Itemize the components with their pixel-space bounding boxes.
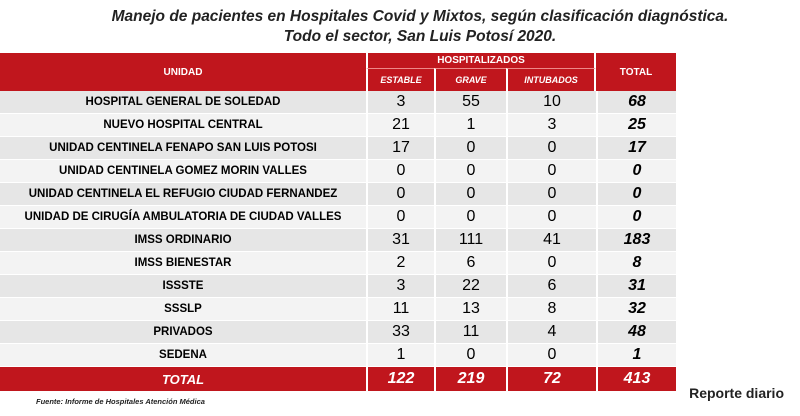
cell-estable: 31 — [366, 229, 434, 252]
source-note: Fuente: Informe de Hospitales Atención M… — [36, 397, 205, 406]
cell-grave: 13 — [434, 298, 506, 321]
table-row: SSSLP 11 13 8 32 — [0, 298, 676, 321]
header-estable: ESTABLE — [366, 68, 434, 91]
cell-estable: 21 — [366, 114, 434, 137]
table-body: HOSPITAL GENERAL DE SOLEDAD 3 55 10 68 NUEVO … — [0, 91, 676, 367]
cell-unidad: IMSS ORDINARIO — [0, 229, 366, 252]
cell-total: 8 — [596, 252, 676, 275]
cell-grave: 22 — [434, 275, 506, 298]
table-row: UNIDAD CENTINELA FENAPO SAN LUIS POTOSI 1… — [0, 137, 676, 160]
cell-grave: 1 — [434, 114, 506, 137]
cell-estable: 3 — [366, 275, 434, 298]
cell-estable: 0 — [366, 183, 434, 206]
cell-grave: 0 — [434, 206, 506, 229]
cell-estable: 0 — [366, 160, 434, 183]
total-estable: 122 — [366, 367, 434, 391]
cell-estable: 0 — [366, 206, 434, 229]
header-unidad: UNIDAD — [0, 53, 366, 91]
cell-total: 68 — [596, 91, 676, 114]
cell-unidad: ISSSTE — [0, 275, 366, 298]
cell-intubados: 4 — [506, 321, 596, 344]
title-line-2: Todo el sector, San Luis Potosí 2020. — [283, 28, 557, 45]
cell-total: 32 — [596, 298, 676, 321]
cell-grave: 6 — [434, 252, 506, 275]
total-label: TOTAL — [0, 367, 366, 391]
cell-intubados: 41 — [506, 229, 596, 252]
cell-intubados: 0 — [506, 252, 596, 275]
cell-grave: 0 — [434, 137, 506, 160]
cell-estable: 11 — [366, 298, 434, 321]
cell-total: 0 — [596, 206, 676, 229]
total-total: 413 — [596, 367, 676, 391]
table-row: UNIDAD CENTINELA EL REFUGIO CIUDAD FERNA… — [0, 183, 676, 206]
cell-unidad: PRIVADOS — [0, 321, 366, 344]
table-row: HOSPITAL GENERAL DE SOLEDAD 3 55 10 68 — [0, 91, 676, 114]
header-total: TOTAL — [596, 53, 676, 91]
header-intubados: INTUBADOS — [506, 68, 596, 91]
cell-unidad: SEDENA — [0, 344, 366, 367]
cell-grave: 55 — [434, 91, 506, 114]
total-row: TOTAL 122 219 72 413 — [0, 367, 676, 391]
total-intubados: 72 — [506, 367, 596, 391]
cell-total: 25 — [596, 114, 676, 137]
cell-estable: 3 — [366, 91, 434, 114]
table-row: UNIDAD CENTINELA GOMEZ MORIN VALLES 0 0 0 0 — [0, 160, 676, 183]
cell-total: 48 — [596, 321, 676, 344]
cell-grave: 0 — [434, 160, 506, 183]
cell-estable: 17 — [366, 137, 434, 160]
cell-estable: 2 — [366, 252, 434, 275]
cell-intubados: 10 — [506, 91, 596, 114]
cell-total: 0 — [596, 183, 676, 206]
cell-intubados: 0 — [506, 344, 596, 367]
table-row: PRIVADOS 33 11 4 48 — [0, 321, 676, 344]
table-row: IMSS ORDINARIO 31 111 41 183 — [0, 229, 676, 252]
cell-intubados: 0 — [506, 206, 596, 229]
cell-intubados: 6 — [506, 275, 596, 298]
report-label: Reporte diario — [689, 385, 784, 401]
cell-unidad: HOSPITAL GENERAL DE SOLEDAD — [0, 91, 366, 114]
cell-estable: 33 — [366, 321, 434, 344]
total-grave: 219 — [434, 367, 506, 391]
cell-unidad: UNIDAD CENTINELA FENAPO SAN LUIS POTOSI — [0, 137, 366, 160]
patients-table: UNIDAD HOSPITALIZADOS TOTAL ESTABLE GRAV… — [0, 53, 676, 391]
title-line-1: Manejo de pacientes en Hospitales Covid … — [111, 8, 729, 25]
table-row: ISSSTE 3 22 6 31 — [0, 275, 676, 298]
cell-total: 17 — [596, 137, 676, 160]
cell-unidad: SSSLP — [0, 298, 366, 321]
cell-grave: 111 — [434, 229, 506, 252]
table-row: UNIDAD DE CIRUGÍA AMBULATORIA DE CIUDAD … — [0, 206, 676, 229]
cell-intubados: 0 — [506, 160, 596, 183]
cell-grave: 0 — [434, 344, 506, 367]
cell-unidad: NUEVO HOSPITAL CENTRAL — [0, 114, 366, 137]
cell-grave: 11 — [434, 321, 506, 344]
cell-total: 1 — [596, 344, 676, 367]
cell-intubados: 8 — [506, 298, 596, 321]
cell-grave: 0 — [434, 183, 506, 206]
table-row: SEDENA 1 0 0 1 — [0, 344, 676, 367]
table-row: NUEVO HOSPITAL CENTRAL 21 1 3 25 — [0, 114, 676, 137]
cell-unidad: UNIDAD DE CIRUGÍA AMBULATORIA DE CIUDAD … — [0, 206, 366, 229]
cell-unidad: UNIDAD CENTINELA EL REFUGIO CIUDAD FERNA… — [0, 183, 366, 206]
header-grave: GRAVE — [434, 68, 506, 91]
table-row: IMSS BIENESTAR 2 6 0 8 — [0, 252, 676, 275]
cell-total: 183 — [596, 229, 676, 252]
cell-total: 0 — [596, 160, 676, 183]
cell-unidad: UNIDAD CENTINELA GOMEZ MORIN VALLES — [0, 160, 366, 183]
cell-intubados: 3 — [506, 114, 596, 137]
cell-intubados: 0 — [506, 183, 596, 206]
cell-unidad: IMSS BIENESTAR — [0, 252, 366, 275]
cell-intubados: 0 — [506, 137, 596, 160]
cell-total: 31 — [596, 275, 676, 298]
header-hospitalizados: HOSPITALIZADOS — [366, 53, 596, 68]
cell-estable: 1 — [366, 344, 434, 367]
